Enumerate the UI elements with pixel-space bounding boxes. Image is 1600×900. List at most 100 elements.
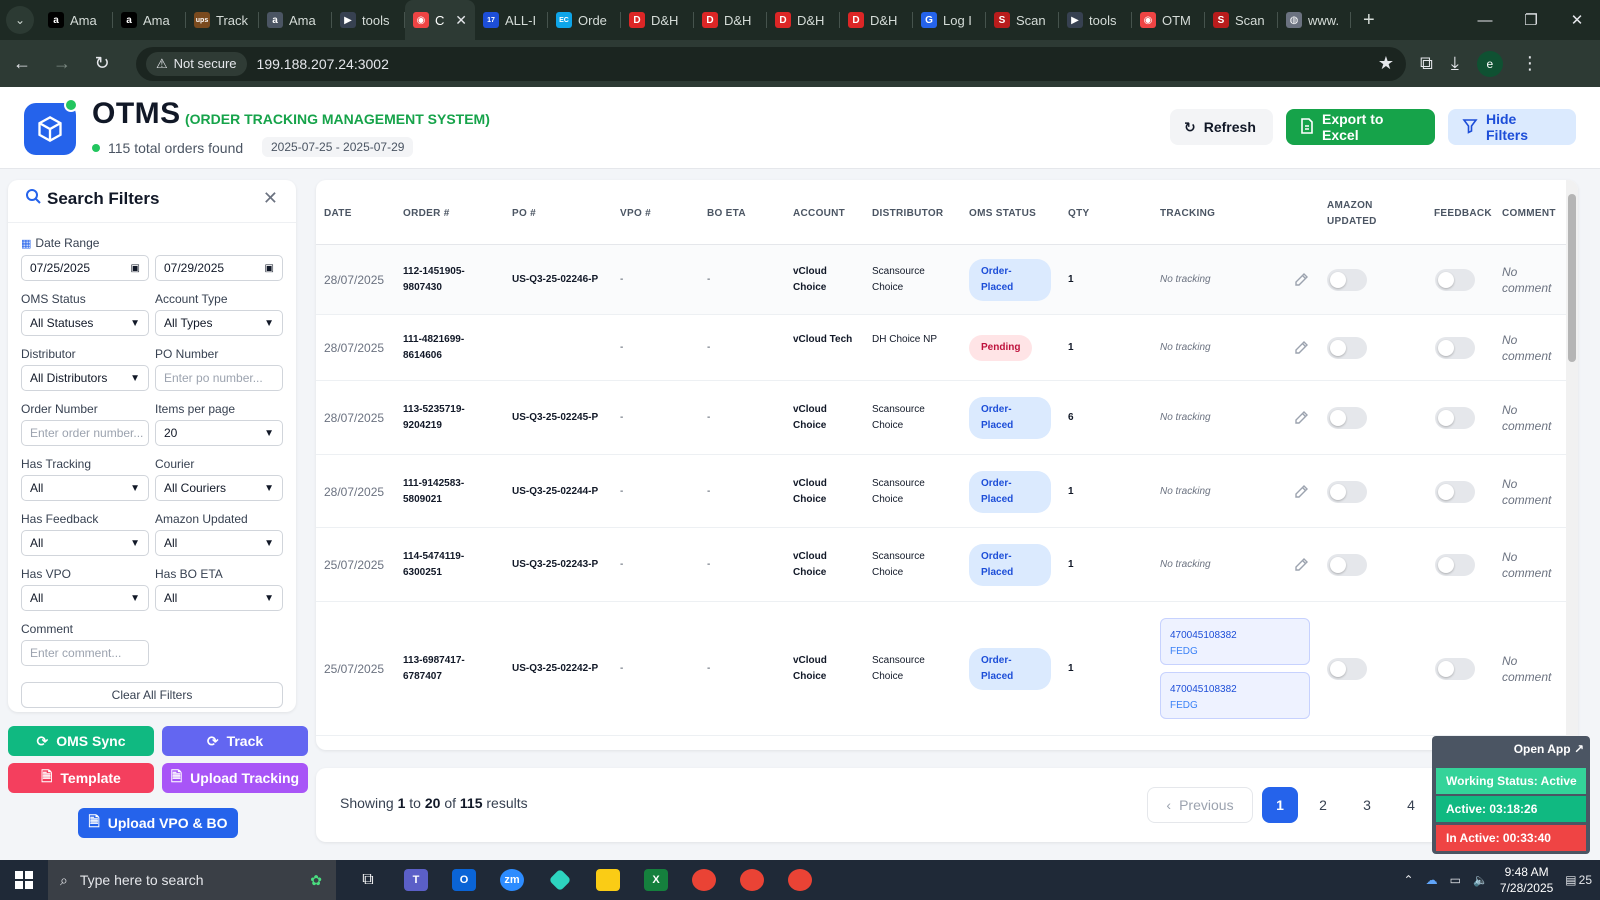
edit-pencil-icon[interactable] (1293, 484, 1309, 500)
browser-tab[interactable]: 17 ALL-I (475, 0, 548, 40)
browser-tab[interactable]: a Ama (113, 0, 186, 40)
close-window-icon[interactable]: ✕ (1570, 12, 1584, 29)
table-row[interactable]: 28/07/2025 112-1451905- 9807430 US-Q3-25-02… (316, 245, 1578, 315)
app-diamond-icon[interactable] (536, 860, 584, 900)
col-amazon-updated[interactable]: AMAZON (1327, 200, 1373, 211)
browser-tab[interactable]: S Scan (986, 0, 1059, 40)
amazon-updated-toggle[interactable] (1327, 554, 1367, 576)
page-3-button[interactable]: 3 (1363, 797, 1371, 813)
chrome-icon[interactable] (680, 860, 728, 900)
feedback-toggle[interactable] (1435, 337, 1475, 359)
feedback-toggle[interactable] (1435, 554, 1475, 576)
upload-vpo-bo-button[interactable]: 🗎 Upload VPO & BO (78, 808, 238, 838)
feedback-toggle[interactable] (1435, 269, 1475, 291)
edit-pencil-icon[interactable] (1293, 410, 1309, 426)
account-type-select[interactable]: All Types ▼ (155, 310, 283, 336)
date-from-input[interactable]: 07/25/2025 ▣ (21, 255, 149, 281)
amazon-updated-toggle[interactable] (1327, 658, 1367, 680)
outlook-icon[interactable]: O (440, 860, 488, 900)
browser-tab[interactable]: ups Track (186, 0, 259, 40)
col-distributor[interactable]: DISTRIBUTOR (872, 208, 944, 219)
col-feedback[interactable]: FEEDBACK (1434, 208, 1492, 219)
browser-tab[interactable]: a Ama (40, 0, 113, 40)
minimize-icon[interactable]: — (1477, 11, 1493, 29)
col-bo-eta[interactable]: BO ETA (707, 208, 746, 219)
close-icon[interactable]: ✕ (262, 188, 278, 208)
chevron-up-icon[interactable]: ⌃ (1403, 873, 1414, 887)
page-4-button[interactable]: 4 (1407, 797, 1415, 813)
browser-tab[interactable]: ◉ OTM (1132, 0, 1205, 40)
browser-tab[interactable]: D D&H (767, 0, 840, 40)
export-excel-button[interactable]: Export to Excel (1286, 109, 1435, 145)
col-amazon-updated-2[interactable]: UPDATED (1327, 216, 1377, 227)
not-secure-chip[interactable]: ⚠ Not secure (146, 51, 247, 76)
table-scrollbar[interactable] (1566, 180, 1578, 750)
browser-tab[interactable]: ▶ tools (332, 0, 405, 40)
browser-tab[interactable]: ◍ www. (1278, 0, 1351, 40)
refresh-button[interactable]: ↻ Refresh (1170, 109, 1273, 145)
zoom-icon[interactable]: zm (488, 860, 536, 900)
table-row[interactable]: 28/07/2025 111-4821699- 8614606 - - vCloud Te… (316, 315, 1578, 381)
has-feedback-select[interactable]: All ▼ (21, 530, 149, 556)
browser-tab[interactable]: G Log I (913, 0, 986, 40)
page-1-button[interactable]: 1 (1262, 787, 1298, 823)
open-app-link[interactable]: Open App ↗ (1514, 742, 1584, 756)
items-per-page-select[interactable]: 20 ▼ (155, 420, 283, 446)
browser-tab[interactable]: D D&H (621, 0, 694, 40)
po-number-input[interactable]: Enter po number... (155, 365, 283, 391)
tracking-number[interactable]: 470045108382 (1170, 630, 1237, 641)
close-tab-icon[interactable]: ✕ (455, 11, 467, 28)
browser-tab[interactable]: ◉ C ✕ (405, 0, 475, 40)
col-tracking[interactable]: TRACKING (1160, 208, 1216, 219)
url-text[interactable]: 199.188.207.24:3002 (256, 55, 389, 72)
table-row[interactable]: 25/07/2025 114-5474119- 6300251 US-Q3-25-02… (316, 528, 1578, 602)
browser-tab[interactable]: D D&H (694, 0, 767, 40)
hide-filters-button[interactable]: Hide Filters (1448, 109, 1576, 145)
download-icon[interactable]: ⤓ (1450, 53, 1459, 73)
onedrive-cloud-icon[interactable]: ☁ (1425, 873, 1438, 887)
amazon-updated-toggle[interactable] (1327, 480, 1367, 503)
calendar-picker-icon[interactable]: ▣ (130, 262, 140, 274)
amazon-updated-select[interactable]: All ▼ (155, 530, 283, 556)
notification-icon[interactable]: ▤ 25 (1565, 873, 1592, 887)
excel-icon[interactable]: X (632, 860, 680, 900)
browser-tab[interactable]: S Scan (1205, 0, 1278, 40)
bookmark-star-icon[interactable]: ★ (1377, 53, 1394, 73)
teams-icon[interactable]: T (392, 860, 440, 900)
feedback-toggle[interactable] (1435, 407, 1475, 429)
edit-pencil-icon[interactable] (1293, 340, 1309, 356)
file-explorer-icon[interactable] (584, 860, 632, 900)
col-qty[interactable]: QTY (1068, 208, 1090, 219)
table-row[interactable]: 28/07/2025 111-9142583- 5809021 US-Q3-25-02… (316, 455, 1578, 528)
restore-icon[interactable]: ❐ (1524, 12, 1538, 29)
date-to-input[interactable]: 07/29/2025 ▣ (155, 255, 283, 281)
edit-pencil-icon[interactable] (1293, 272, 1309, 288)
profile-avatar[interactable]: e (1476, 50, 1503, 77)
calendar-picker-icon[interactable]: ▣ (264, 262, 274, 274)
tracking-number[interactable]: 470045108382 (1170, 684, 1237, 695)
clear-filters-button[interactable]: Clear All Filters (21, 682, 283, 708)
task-view-icon[interactable]: ⧉ (362, 871, 374, 888)
extensions-puzzle-icon[interactable]: ⧉ (1420, 53, 1433, 73)
browser-tab[interactable]: EC Orde (548, 0, 621, 40)
taskbar-clock[interactable]: 9:48 AM 7/28/2025 (1500, 864, 1553, 896)
col-po[interactable]: PO # (512, 208, 536, 219)
amazon-updated-toggle[interactable] (1327, 269, 1367, 291)
tracking-number-card[interactable]: 470045108382 FEDG (1160, 672, 1310, 719)
track-button[interactable]: ⟳ Track (162, 726, 308, 756)
upload-tracking-button[interactable]: 🗎 Upload Tracking (162, 763, 308, 793)
address-bar[interactable]: ⚠ Not secure 199.188.207.24:3002 ★ (136, 46, 1406, 81)
forward-arrow-icon[interactable]: → (53, 53, 71, 73)
windows-start-icon[interactable] (0, 860, 48, 900)
back-arrow-icon[interactable]: ← (13, 53, 31, 73)
col-comment[interactable]: COMMENT (1502, 208, 1556, 219)
chrome-profile-icon[interactable] (728, 860, 776, 900)
volume-icon[interactable]: 🔈 (1472, 873, 1488, 887)
scrollbar-thumb[interactable] (1568, 194, 1576, 362)
has-bo-eta-select[interactable]: All ▼ (155, 585, 283, 611)
col-order[interactable]: ORDER # (403, 208, 450, 219)
chrome-profile-2-icon[interactable] (776, 860, 824, 900)
feedback-toggle[interactable] (1435, 658, 1475, 680)
kebab-menu-icon[interactable]: ⋮ (1520, 53, 1539, 73)
browser-tab[interactable]: a Ama (259, 0, 332, 40)
